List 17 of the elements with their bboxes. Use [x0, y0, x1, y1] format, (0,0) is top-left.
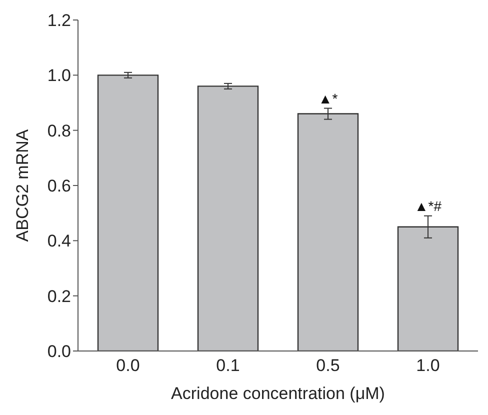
- x-tick-label: 0.1: [216, 356, 240, 376]
- x-tick-label: 0.0: [116, 356, 140, 376]
- y-tick-label: 1.2: [47, 11, 71, 30]
- y-tick-label: 0.6: [47, 176, 71, 196]
- y-tick-label: 0.8: [47, 121, 71, 140]
- y-axis-title: ABCG2 mRNA: [13, 128, 32, 242]
- bar: [97, 74, 159, 351]
- x-axis-title: Acridone concentration (μM): [171, 384, 385, 403]
- y-tick-label: 0.4: [47, 232, 71, 251]
- bar: [197, 86, 259, 351]
- x-tick-label: 1.0: [416, 356, 440, 376]
- y-tick-label: 1.0: [47, 66, 71, 86]
- y-tick-label: 0.0: [47, 342, 71, 362]
- x-tick-label: 0.5: [316, 356, 340, 376]
- annotation: ▲*#: [414, 198, 442, 214]
- y-tick-label: 0.2: [47, 286, 71, 306]
- annotation: ▲*: [318, 90, 338, 106]
